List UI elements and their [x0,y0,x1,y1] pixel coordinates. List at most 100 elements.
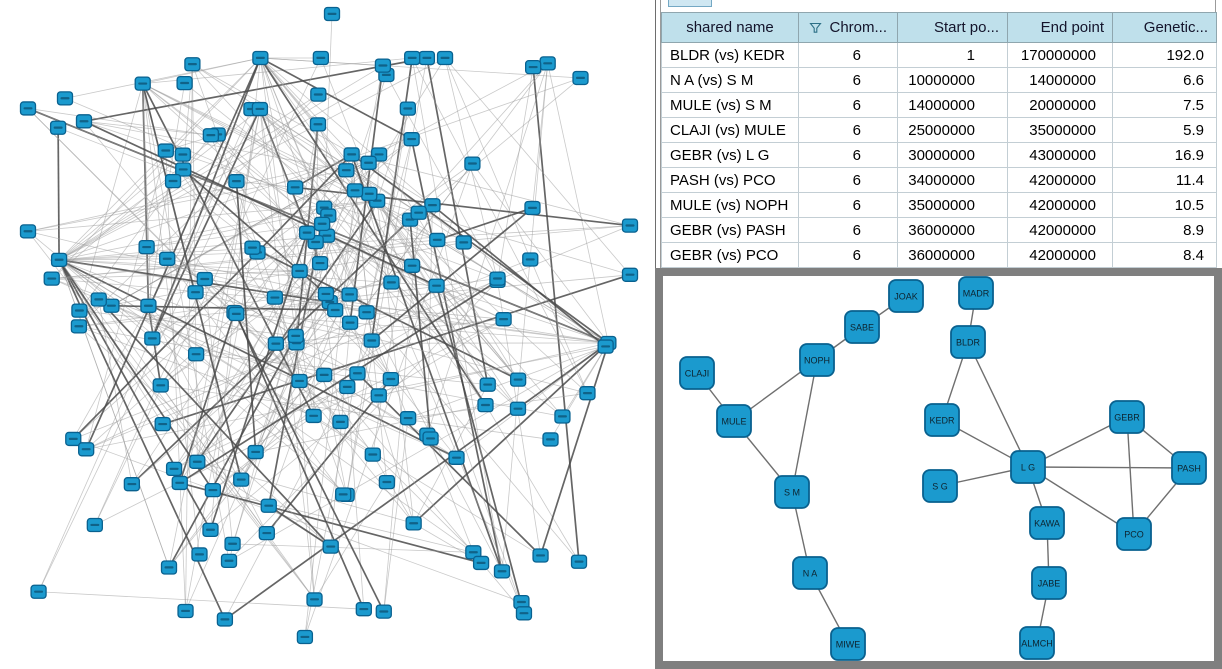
table-row[interactable]: GEBR (vs) L G 6 30000000 43000000 16.9 [661,142,1217,168]
network-node[interactable] [338,163,355,178]
network-node[interactable] [436,50,454,66]
table-cell[interactable]: 14000000 [1007,67,1113,93]
network-node[interactable] [220,553,238,569]
column-header-genetic-[interactable]: Genetic... [1112,12,1217,43]
network-node[interactable] [70,319,88,334]
table-cell[interactable]: 20000000 [1007,92,1113,118]
node-N A[interactable]: N A [792,556,828,590]
table-cell[interactable]: MULE (vs) NOPH [661,192,799,218]
network-node[interactable] [252,50,269,66]
network-node[interactable] [311,256,329,271]
node-GEBR[interactable]: GEBR [1109,400,1145,434]
network-node[interactable] [360,155,377,170]
network-node[interactable] [204,483,222,498]
network-node[interactable] [464,156,481,171]
network-node[interactable] [542,432,559,447]
network-node[interactable] [429,232,446,248]
table-cell[interactable]: 36000000 [897,242,1008,268]
network-node[interactable] [189,454,206,469]
network-node[interactable] [30,584,47,599]
table-cell[interactable]: 5.9 [1112,117,1217,143]
table-row[interactable]: MULE (vs) NOPH 6 35000000 42000000 10.5 [661,192,1217,218]
table-cell[interactable]: 25000000 [897,117,1008,143]
network-node[interactable] [621,218,639,233]
network-node[interactable] [399,411,417,426]
network-node[interactable] [174,147,191,162]
network-node[interactable] [355,602,372,617]
network-node[interactable] [316,367,333,383]
node-BLDR[interactable]: BLDR [950,325,986,359]
node-PASH[interactable]: PASH [1171,451,1207,485]
table-cell[interactable]: 6 [798,117,898,143]
network-node[interactable] [154,416,171,432]
network-node[interactable] [164,173,182,189]
table-cell[interactable]: 6.6 [1112,67,1217,93]
network-node[interactable] [291,373,308,389]
node-SABE[interactable]: SABE [844,310,880,344]
network-node[interactable] [233,472,250,487]
table-cell[interactable]: CLAJI (vs) MULE [661,117,799,143]
table-cell[interactable]: 11.4 [1112,167,1217,193]
table-cell[interactable]: 8.9 [1112,217,1217,243]
detail-network-canvas[interactable]: JOAK SABE NOPH CLAJI MULE KEDR MADR BLDR GEBR L G… [663,276,1214,661]
table-cell[interactable]: 6 [798,192,898,218]
node-ALMCH[interactable]: ALMCH [1019,626,1055,660]
table-row[interactable]: GEBR (vs) PCO 6 36000000 42000000 8.4 [661,242,1217,268]
network-node[interactable] [202,522,219,538]
network-node[interactable] [187,285,204,300]
table-row[interactable]: N A (vs) S M 6 10000000 14000000 6.6 [661,67,1217,93]
table-cell[interactable]: 36000000 [897,217,1008,243]
network-node[interactable] [361,186,378,202]
network-node[interactable] [322,539,339,554]
network-node[interactable] [19,101,37,116]
table-row[interactable]: MULE (vs) S M 6 14000000 20000000 7.5 [661,92,1217,118]
network-node[interactable] [378,474,396,490]
network-node[interactable] [383,275,400,290]
network-node[interactable] [160,560,178,575]
table-cell[interactable]: 43000000 [1007,142,1113,168]
main-network-view[interactable] [0,0,655,669]
network-node[interactable] [404,50,421,66]
network-node[interactable] [305,408,322,424]
network-node[interactable] [424,198,441,213]
network-node[interactable] [144,331,161,346]
network-node[interactable] [332,414,349,430]
network-node[interactable] [187,347,205,362]
table-cell[interactable]: 10.5 [1112,192,1217,218]
table-row[interactable]: GEBR (vs) PASH 6 36000000 42000000 8.9 [661,217,1217,243]
network-node[interactable] [524,200,541,216]
network-node[interactable] [228,174,245,189]
network-node[interactable] [49,120,67,135]
network-node[interactable] [152,378,169,393]
filter-funnel-icon[interactable] [809,22,822,34]
node-NOPH[interactable]: NOPH [799,343,835,377]
table-cell[interactable]: 14000000 [897,92,1008,118]
network-node[interactable] [597,339,614,354]
network-node[interactable] [403,132,420,147]
node-MULE[interactable]: MULE [716,404,752,438]
table-cell[interactable]: 6 [798,142,898,168]
table-cell[interactable]: PASH (vs) PCO [661,167,799,193]
network-node[interactable] [428,278,445,293]
network-node[interactable] [196,271,213,287]
table-tab-sliver[interactable] [668,0,712,7]
table-cell[interactable]: 42000000 [1007,192,1113,218]
network-node[interactable] [621,267,639,282]
table-cell[interactable]: 42000000 [1007,217,1113,243]
table-cell[interactable]: 7.5 [1112,92,1217,118]
network-node[interactable] [306,592,323,607]
table-cell[interactable]: GEBR (vs) PCO [661,242,799,268]
network-node[interactable] [572,70,589,86]
network-node[interactable] [570,554,588,569]
network-node[interactable] [86,517,103,533]
table-row[interactable]: PASH (vs) PCO 6 34000000 42000000 11.4 [661,167,1217,193]
panel-splitter[interactable] [655,0,661,268]
network-node[interactable] [493,564,511,579]
network-node[interactable] [224,536,241,552]
table-row[interactable]: BLDR (vs) KEDR 6 1 170000000 192.0 [661,42,1217,68]
network-node[interactable] [422,431,439,446]
network-node[interactable] [191,547,208,562]
detail-network-view[interactable]: JOAK SABE NOPH CLAJI MULE KEDR MADR BLDR GEBR L G… [663,276,1214,661]
table-cell[interactable]: GEBR (vs) L G [661,142,799,168]
column-header-start-po-[interactable]: Start po... [897,12,1008,43]
